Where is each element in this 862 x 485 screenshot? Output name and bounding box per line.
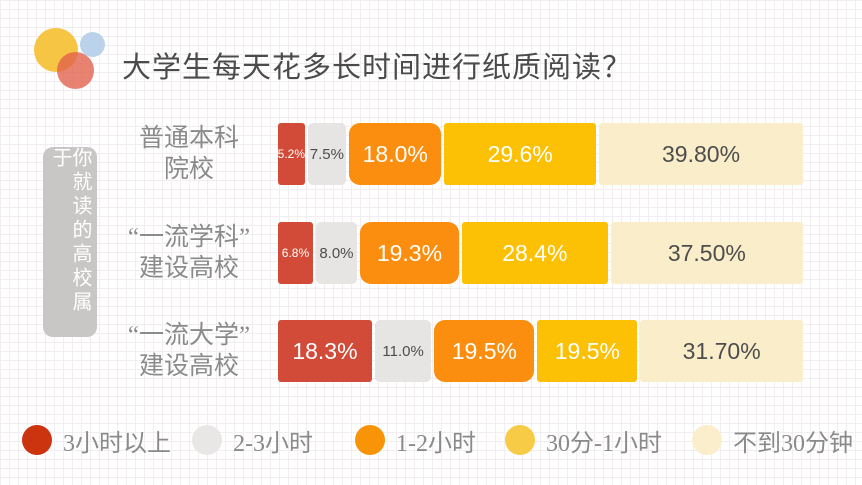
sidebar-category-label-text: 你就读的高校属于 bbox=[49, 147, 91, 315]
page-title: 大学生每天花多长时间进行纸质阅读？ bbox=[122, 52, 633, 84]
legend-dot-icon bbox=[192, 425, 222, 455]
bar-segment: 18.0% bbox=[349, 123, 442, 185]
bar-row-regular-universities: 普通本科 院校 5.2% 7.5% 18.0% 29.6% 39.80% bbox=[0, 123, 862, 185]
bar-segment: 37.50% bbox=[610, 222, 804, 284]
legend-item: 3小时以上 bbox=[22, 425, 171, 457]
legend-item: 1-2小时 bbox=[355, 425, 476, 457]
bar-segment: 5.2% bbox=[278, 123, 305, 185]
bar-segment: 19.3% bbox=[359, 222, 459, 284]
legend-dot-icon bbox=[505, 425, 535, 455]
sidebar-category-label: 你就读的高校属于 bbox=[43, 147, 97, 337]
bar-segment: 19.5% bbox=[434, 320, 535, 382]
bar-segment: 28.4% bbox=[461, 222, 608, 284]
logo-blue-circle-icon bbox=[80, 32, 105, 57]
legend-dot-icon bbox=[692, 425, 722, 455]
bar-segment: 18.3% bbox=[278, 320, 372, 382]
legend-dot-icon bbox=[355, 425, 385, 455]
bar-row-first-class-university: “一流大学” 建设高校 18.3% 11.0% 19.5% 19.5% 31.7… bbox=[0, 320, 862, 382]
bar-row-first-class-discipline: “一流学科” 建设高校 6.8% 8.0% 19.3% 28.4% 37.50% bbox=[0, 222, 862, 284]
legend-dot-icon bbox=[22, 425, 52, 455]
bar-segment: 7.5% bbox=[307, 123, 347, 185]
bar-segment: 6.8% bbox=[278, 222, 313, 284]
bar-segment: 19.5% bbox=[537, 320, 638, 382]
row-label: “一流学科” 建设高校 bbox=[127, 224, 251, 282]
row-label: 普通本科 院校 bbox=[138, 125, 239, 183]
bar-segment: 39.80% bbox=[599, 123, 804, 185]
legend-item: 2-3小时 bbox=[192, 425, 313, 457]
stacked-bar: 6.8% 8.0% 19.3% 28.4% 37.50% bbox=[278, 222, 804, 284]
logo bbox=[0, 0, 130, 110]
legend-item: 不到30分钟 bbox=[692, 425, 853, 457]
stacked-bar: 5.2% 7.5% 18.0% 29.6% 39.80% bbox=[278, 123, 804, 185]
bar-segment: 8.0% bbox=[315, 222, 357, 284]
bar-segment: 29.6% bbox=[444, 123, 597, 185]
bar-segment: 31.70% bbox=[640, 320, 803, 382]
stacked-bar: 18.3% 11.0% 19.5% 19.5% 31.70% bbox=[278, 320, 803, 382]
logo-red-circle-icon bbox=[57, 52, 94, 89]
row-label: “一流大学” 建设高校 bbox=[127, 322, 251, 380]
legend-item: 30分-1小时 bbox=[505, 425, 662, 457]
bar-segment: 11.0% bbox=[374, 320, 432, 382]
